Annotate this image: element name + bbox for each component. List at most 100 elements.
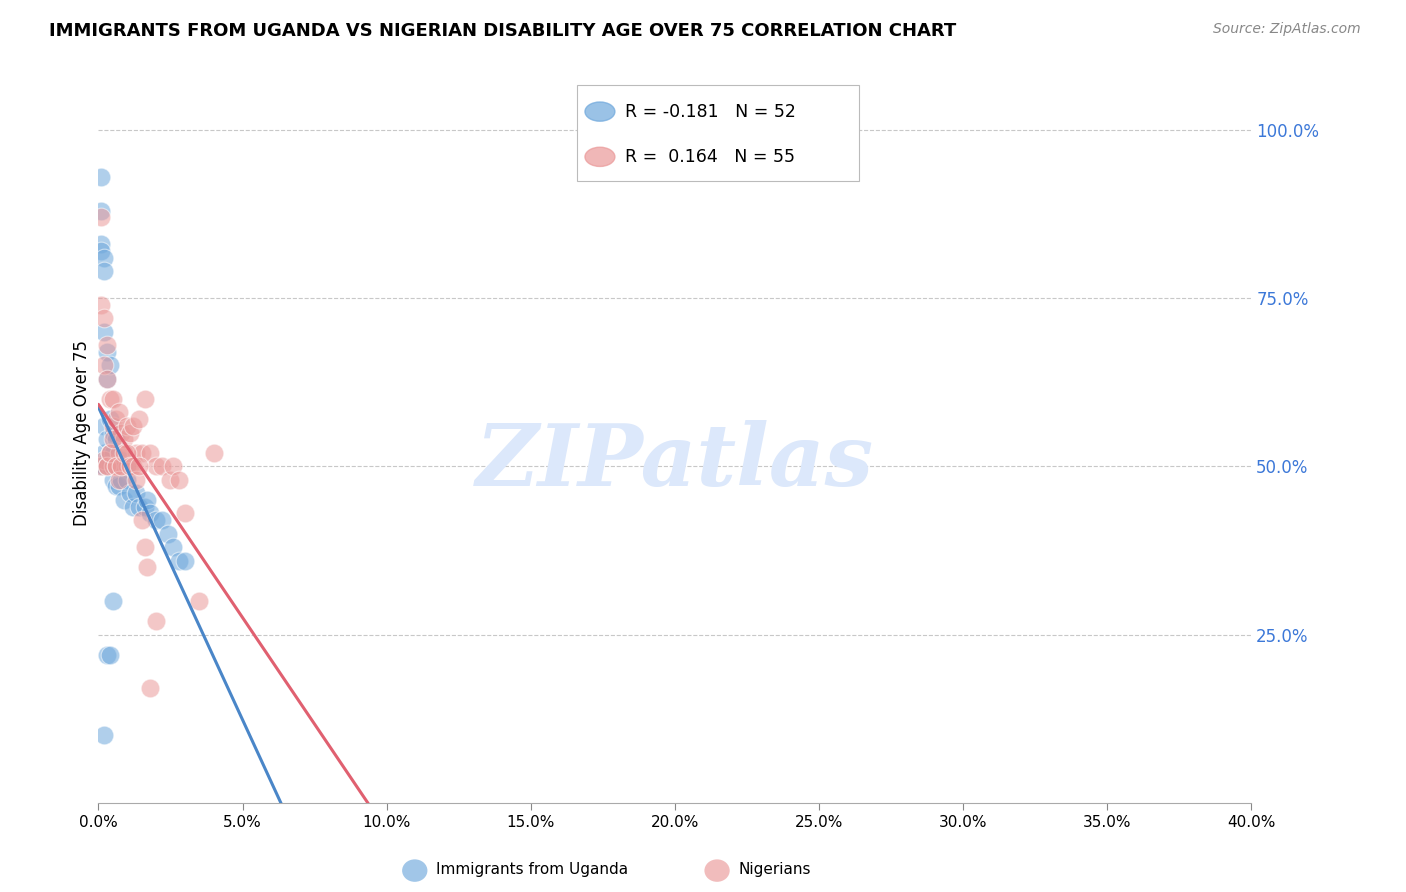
Point xyxy=(104,433,127,447)
Point xyxy=(96,344,118,359)
Point xyxy=(101,446,124,460)
Point xyxy=(96,433,118,447)
Point xyxy=(110,473,132,487)
Point xyxy=(117,459,139,474)
Point xyxy=(110,459,132,474)
Point xyxy=(90,211,112,225)
Point xyxy=(98,446,121,460)
Point xyxy=(112,459,135,474)
Point xyxy=(125,446,148,460)
Point xyxy=(125,486,148,500)
Point xyxy=(117,446,139,460)
Point xyxy=(101,392,124,406)
Point xyxy=(107,479,129,493)
Point xyxy=(93,359,115,373)
Point xyxy=(188,594,211,608)
Point xyxy=(107,446,129,460)
Point xyxy=(90,459,112,474)
Point xyxy=(128,459,150,474)
Point xyxy=(93,264,115,278)
Point xyxy=(104,459,127,474)
Point xyxy=(162,540,184,554)
Point xyxy=(101,594,124,608)
Point xyxy=(150,459,173,474)
Point xyxy=(93,311,115,326)
Point xyxy=(96,338,118,352)
Point xyxy=(101,473,124,487)
Point xyxy=(202,446,225,460)
Point xyxy=(110,459,132,474)
Point xyxy=(112,446,135,460)
Point xyxy=(104,459,127,474)
Point xyxy=(110,452,132,467)
Point xyxy=(104,412,127,426)
Point xyxy=(150,513,173,527)
Point xyxy=(104,479,127,493)
Point xyxy=(145,459,167,474)
Point xyxy=(101,459,124,474)
Point xyxy=(101,459,124,474)
Point xyxy=(98,359,121,373)
Point xyxy=(134,392,156,406)
Point xyxy=(122,459,145,474)
Point xyxy=(117,473,139,487)
Point xyxy=(139,681,162,696)
Point xyxy=(98,412,121,426)
Point xyxy=(167,553,190,567)
Circle shape xyxy=(402,859,427,882)
Point xyxy=(128,500,150,514)
Point xyxy=(122,500,145,514)
Circle shape xyxy=(585,147,614,167)
Point xyxy=(93,459,115,474)
Point xyxy=(136,492,159,507)
Point xyxy=(134,540,156,554)
Circle shape xyxy=(585,102,614,121)
Point xyxy=(145,614,167,628)
Point xyxy=(93,418,115,433)
Point xyxy=(112,433,135,447)
Text: Immigrants from Uganda: Immigrants from Uganda xyxy=(436,863,628,877)
Point xyxy=(120,459,142,474)
Y-axis label: Disability Age Over 75: Disability Age Over 75 xyxy=(73,340,91,525)
Point xyxy=(107,473,129,487)
Point xyxy=(90,203,112,218)
Point xyxy=(156,526,179,541)
Point xyxy=(134,500,156,514)
Point xyxy=(96,459,118,474)
Point xyxy=(96,372,118,386)
Point xyxy=(93,729,115,743)
Point xyxy=(136,560,159,574)
Point xyxy=(98,392,121,406)
Point xyxy=(162,459,184,474)
Point xyxy=(174,553,197,567)
Point xyxy=(93,325,115,339)
Point xyxy=(90,244,112,258)
Point xyxy=(117,418,139,433)
Point xyxy=(145,513,167,527)
Point xyxy=(93,251,115,265)
Point xyxy=(120,425,142,440)
Text: Source: ZipAtlas.com: Source: ZipAtlas.com xyxy=(1213,22,1361,37)
Text: ZIPatlas: ZIPatlas xyxy=(475,420,875,504)
Point xyxy=(128,412,150,426)
Point xyxy=(117,459,139,474)
Point xyxy=(93,446,115,460)
Point xyxy=(139,507,162,521)
Point xyxy=(101,433,124,447)
Point xyxy=(96,372,118,386)
Point xyxy=(120,486,142,500)
Point xyxy=(98,446,121,460)
Text: R = -0.181   N = 52: R = -0.181 N = 52 xyxy=(626,103,796,120)
Point xyxy=(90,169,112,184)
Point xyxy=(98,446,121,460)
Point xyxy=(101,425,124,440)
Point xyxy=(96,452,118,467)
Point xyxy=(131,513,153,527)
Point xyxy=(131,446,153,460)
Point xyxy=(98,459,121,474)
Text: R =  0.164   N = 55: R = 0.164 N = 55 xyxy=(626,148,796,166)
Point xyxy=(125,473,148,487)
Point xyxy=(93,452,115,467)
Point xyxy=(159,473,181,487)
Circle shape xyxy=(704,859,730,882)
